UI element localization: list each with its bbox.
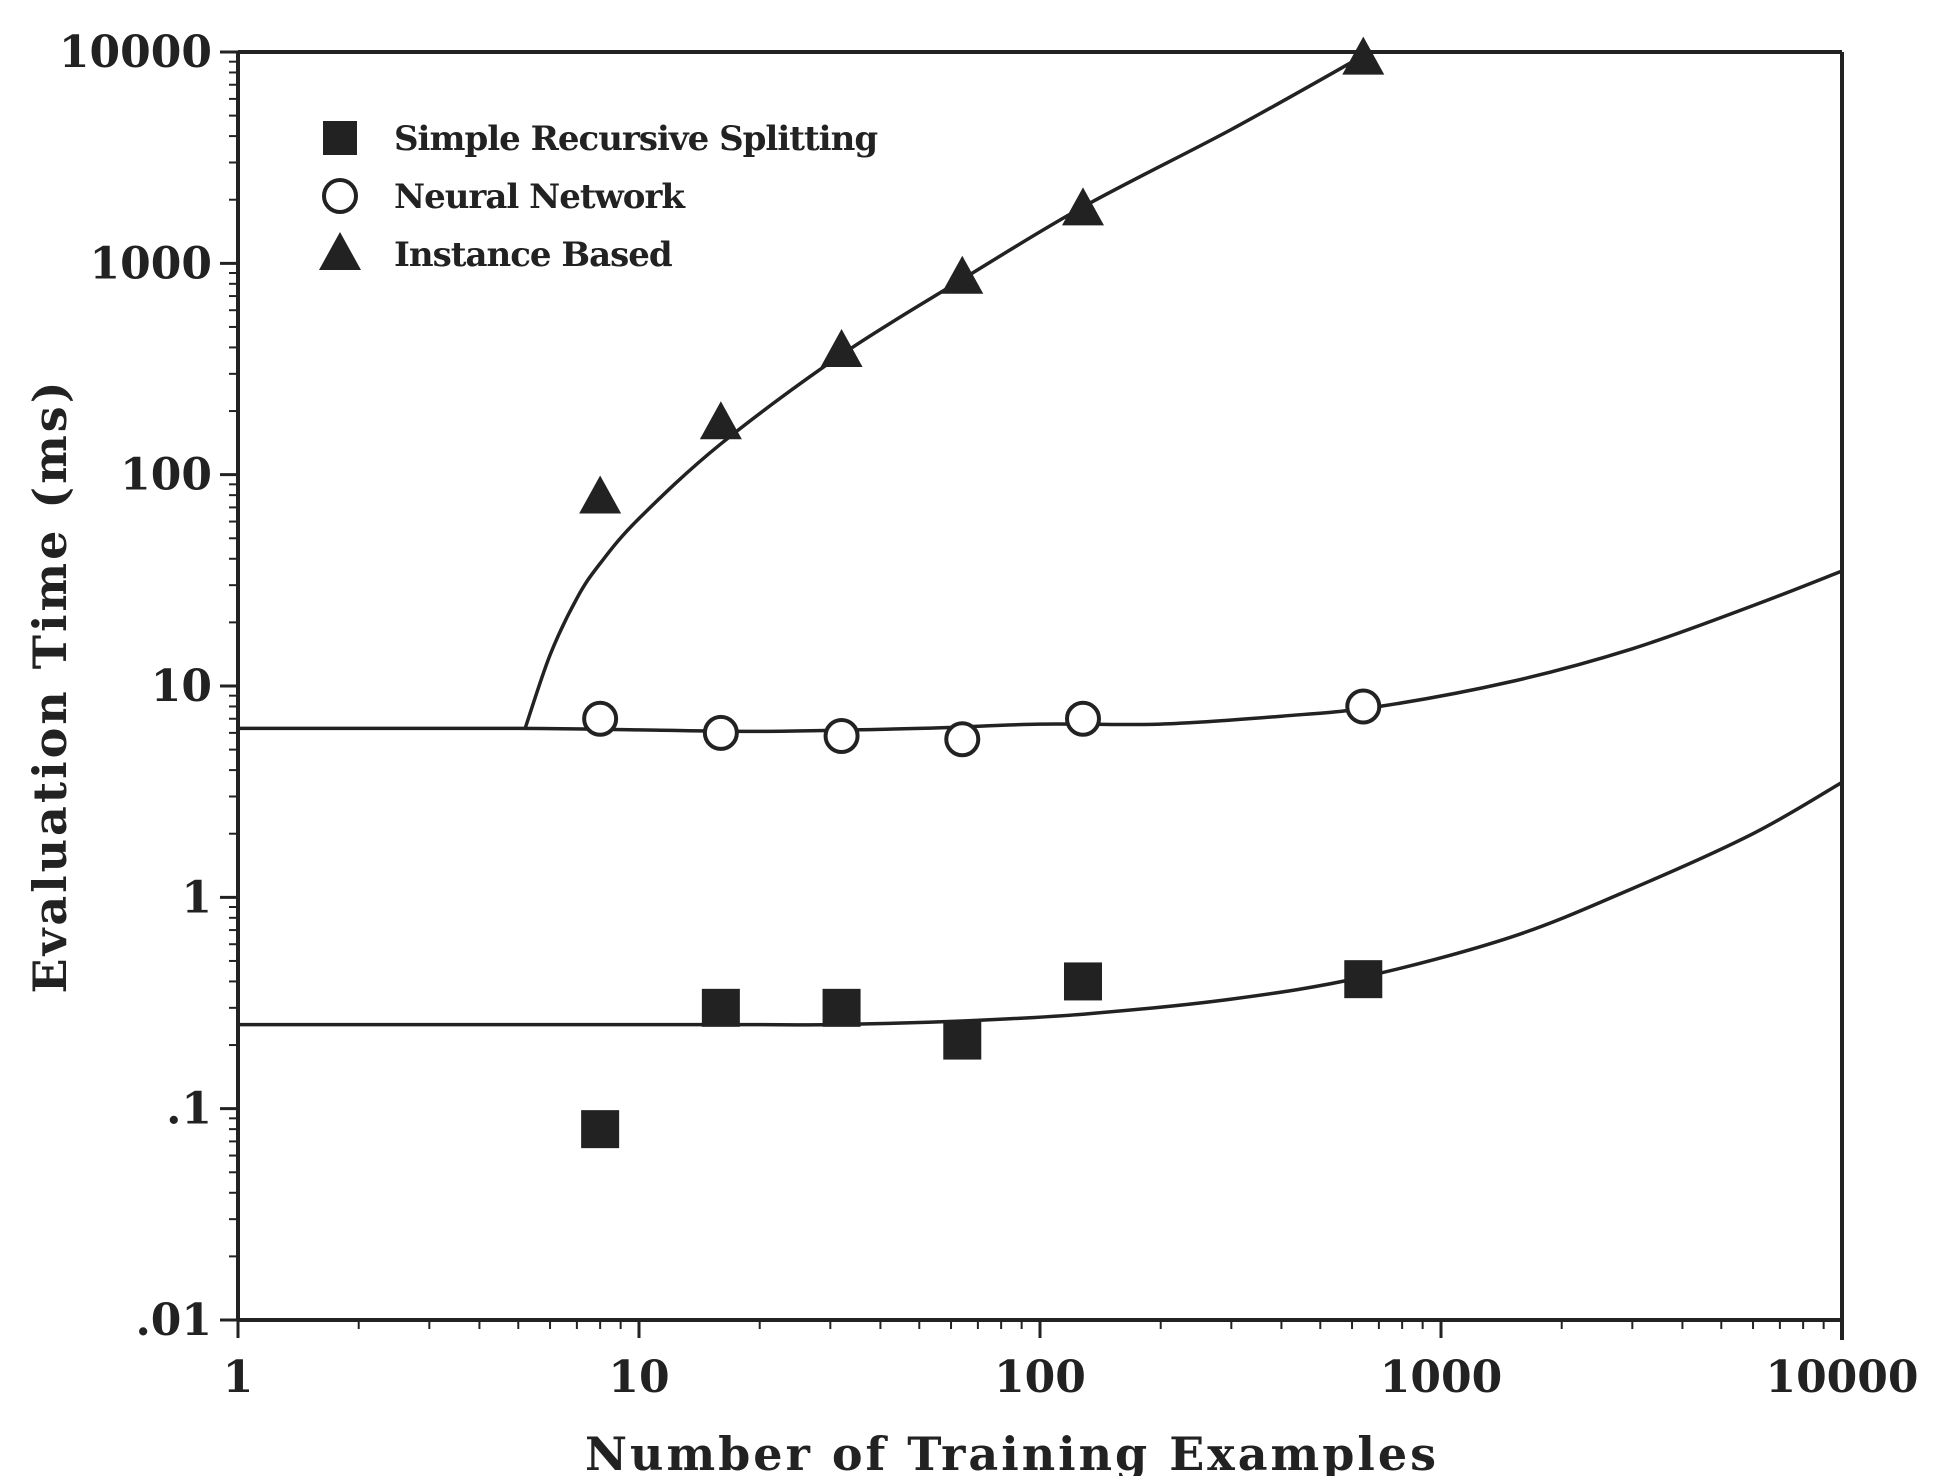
data-point-neural-network xyxy=(944,721,981,758)
data-point-instance-based xyxy=(699,401,742,440)
data-point-simple-recursive-splitting xyxy=(581,1110,620,1149)
data-point-neural-network xyxy=(1064,700,1101,737)
legend-label-neural-network: Neural Network xyxy=(394,177,686,217)
data-point-simple-recursive-splitting xyxy=(943,1021,982,1060)
data-point-instance-based xyxy=(1342,36,1385,75)
data-point-simple-recursive-splitting xyxy=(822,988,861,1027)
y-tick-label: .01 xyxy=(135,1295,212,1346)
y-axis-title: Evaluation Time (ms) xyxy=(23,379,77,994)
fit-curve-neural-network xyxy=(237,569,1843,734)
data-point-simple-recursive-splitting xyxy=(1063,962,1102,1001)
data-point-neural-network xyxy=(702,714,739,751)
legend-marker-instance-based xyxy=(319,232,361,270)
fit-curve-simple-recursive-splitting xyxy=(237,780,1843,1027)
data-points xyxy=(579,36,1385,1149)
y-tick-label: 1 xyxy=(181,872,212,923)
y-tick-label: 10000 xyxy=(59,27,212,78)
data-point-neural-network xyxy=(823,717,860,754)
data-point-instance-based xyxy=(941,255,984,294)
x-tick-label: 1 xyxy=(223,1352,254,1403)
x-tick-label: 1000 xyxy=(1380,1352,1502,1403)
y-tick-label: 10 xyxy=(151,661,212,712)
fit-curve-instance-based xyxy=(523,54,1365,729)
data-point-neural-network xyxy=(582,700,619,737)
y-tick-label: 1000 xyxy=(90,238,212,289)
x-axis-ticks: 1 10 100 1000 10000 xyxy=(223,1320,1919,1403)
data-point-instance-based xyxy=(1061,187,1104,226)
legend-marker-simple-recursive-splitting xyxy=(323,121,357,155)
y-tick-label: 100 xyxy=(120,450,212,501)
data-point-simple-recursive-splitting xyxy=(1344,960,1383,999)
data-point-simple-recursive-splitting xyxy=(701,988,740,1027)
legend-marker-neural-network xyxy=(322,178,358,214)
x-tick-label: 100 xyxy=(994,1352,1086,1403)
y-axis-ticks: .01 .1 1 10 100 1000 10000 xyxy=(59,27,238,1346)
legend-label-simple-recursive-splitting: Simple Recursive Splitting xyxy=(394,119,877,159)
data-point-neural-network xyxy=(1345,688,1382,725)
y-tick-label: .1 xyxy=(166,1084,212,1135)
legend: Simple Recursive Splitting Neural Network… xyxy=(319,119,878,275)
x-tick-label: 10000 xyxy=(1765,1352,1918,1403)
x-tick-label: 10 xyxy=(608,1352,669,1403)
data-point-instance-based xyxy=(820,328,863,367)
x-axis-title: Number of Training Examples xyxy=(585,1427,1439,1476)
legend-label-instance-based: Instance Based xyxy=(394,235,672,275)
data-point-instance-based xyxy=(579,475,622,514)
